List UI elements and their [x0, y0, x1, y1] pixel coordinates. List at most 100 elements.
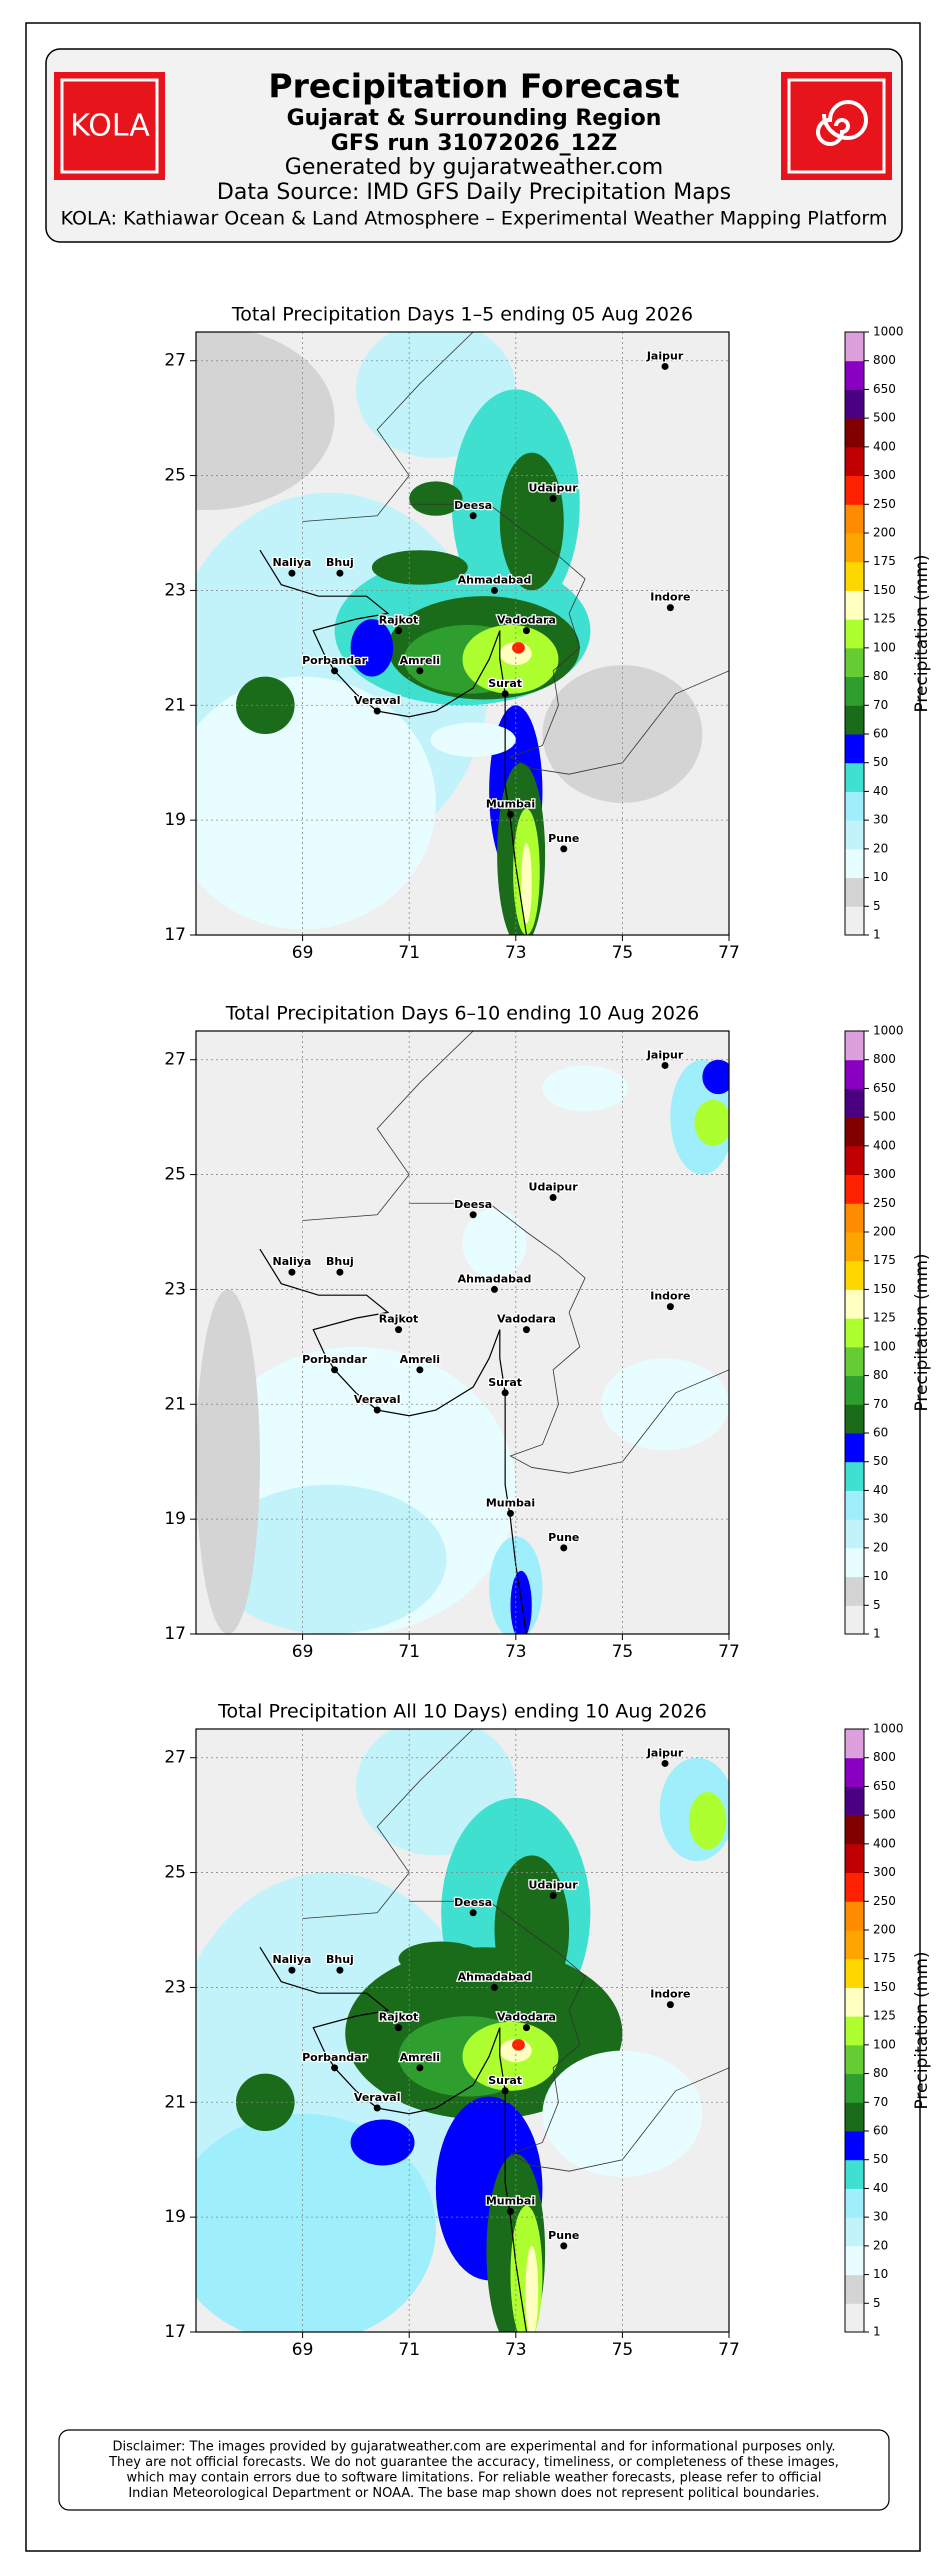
colorbar-segment [845, 1576, 864, 1606]
precip-area [196, 2113, 436, 2332]
precip-area [350, 619, 394, 677]
city-dot [666, 2001, 674, 2009]
colorbar-label: 650 [873, 1779, 896, 1793]
colorbar-label: 125 [873, 1311, 896, 1325]
city-label: Rajkot [379, 2011, 419, 2024]
colorbar-label: 20 [873, 1540, 888, 1554]
colorbar-label: 150 [873, 583, 896, 597]
logo-swirl [816, 100, 868, 146]
precip-area [510, 1570, 532, 1634]
city-label: Pune [548, 2229, 579, 2242]
city-label: Pune [548, 832, 579, 845]
city-dot [416, 667, 424, 675]
colorbar-segment [845, 1145, 864, 1176]
colorbar-frame [844, 1728, 865, 2333]
disclaimer-box [58, 2429, 890, 2511]
colorbar-segment [845, 1757, 864, 1787]
colorbar-segment [845, 1318, 864, 1348]
city-label: Porbandar [302, 654, 367, 667]
city-dot [288, 1268, 296, 1276]
colorbar-frame [844, 1030, 865, 1635]
x-tick-label: 69 [292, 2340, 314, 2360]
y-tick-label: 23 [164, 1977, 186, 1997]
city-label: Porbandar [302, 2051, 367, 2064]
precip-area [601, 1358, 729, 1451]
city-label: Deesa [454, 1198, 492, 1211]
x-tick-label: 69 [292, 1642, 314, 1662]
colorbar-segment [845, 360, 864, 390]
city-label: Veraval [354, 694, 401, 707]
city-dot [395, 2024, 403, 2032]
precip-area [196, 676, 436, 930]
colorbar-label: 40 [873, 1483, 888, 1497]
colorbar-segment [845, 1232, 864, 1262]
city-label: Bhuj [326, 1255, 354, 1268]
logo-bg [54, 72, 165, 180]
city-label: Jaipur [646, 349, 684, 362]
colorbar-label: 80 [873, 1368, 888, 1382]
x-tick-label: 77 [718, 943, 740, 963]
colorbar-segment [845, 1519, 864, 1549]
colorbar-segment [845, 1433, 864, 1463]
y-tick-label: 19 [164, 2207, 186, 2227]
city-dot [666, 1303, 674, 1311]
city-dot [469, 1211, 477, 1219]
colorbar-label: 125 [873, 2009, 896, 2023]
city-dot [549, 495, 557, 503]
state-border [409, 1202, 729, 1474]
colorbar-title: Precipitation (mm) [912, 1253, 932, 1411]
colorbar-title: Precipitation (mm) [912, 554, 932, 712]
precip-area [371, 550, 468, 585]
x-tick-label: 73 [505, 1642, 527, 1662]
city-label: Indore [650, 1988, 690, 2001]
border [302, 1031, 474, 1221]
x-tick-label: 71 [398, 943, 420, 963]
x-tick-label: 73 [505, 2340, 527, 2360]
colorbar-label: 1000 [873, 1722, 904, 1736]
city-dot [560, 2242, 568, 2250]
colorbar-segment [845, 2245, 864, 2276]
city-label: Udaipur [529, 1879, 579, 1892]
disclaimer-line: Indian Meteorological Department or NOAA… [128, 2486, 819, 2501]
city-label: Udaipur [529, 482, 579, 495]
colorbar-label: 60 [873, 727, 888, 741]
city-dot [661, 1061, 669, 1069]
border [302, 332, 474, 522]
colorbar-segment [845, 1547, 864, 1578]
colorbar-label: 300 [873, 1167, 896, 1181]
city-label: Rajkot [379, 614, 419, 627]
precip-area [512, 642, 525, 654]
coastline [259, 549, 528, 935]
city-label: Veraval [354, 2091, 401, 2104]
coastline [259, 1248, 528, 1634]
colorbar-label: 125 [873, 612, 896, 626]
city-dot [666, 604, 674, 612]
city-dot [490, 586, 498, 594]
precip-area [499, 452, 564, 591]
colorbar-segment [845, 2217, 864, 2247]
city-dot [549, 1194, 557, 1202]
colorbar-segment [845, 2188, 864, 2218]
x-tick-label: 71 [398, 2340, 420, 2360]
colorbar-segment [845, 1088, 864, 1118]
colorbar-label: 1 [873, 1627, 881, 1641]
colorbar-segment [845, 1987, 864, 2017]
city-label: Ahmadabad [458, 1970, 532, 1983]
city-label: Naliya [273, 556, 312, 569]
city-dot [661, 1759, 669, 1767]
y-tick-label: 17 [164, 2322, 186, 2342]
colorbar-label: 250 [873, 1894, 896, 1908]
city-dot [331, 2064, 339, 2072]
colorbar-segment [845, 1729, 864, 1759]
colorbar-label: 175 [873, 554, 896, 568]
city-label: Jaipur [646, 1746, 684, 1759]
x-tick-label: 75 [612, 2340, 634, 2360]
colorbar-label: 175 [873, 1253, 896, 1267]
colorbar-label: 20 [873, 841, 888, 855]
colorbar-label: 30 [873, 1512, 888, 1526]
city-dot [501, 1389, 509, 1397]
colorbar-segment [845, 762, 864, 792]
colorbar-segment [845, 2073, 864, 2103]
colorbar-label: 200 [873, 526, 896, 540]
